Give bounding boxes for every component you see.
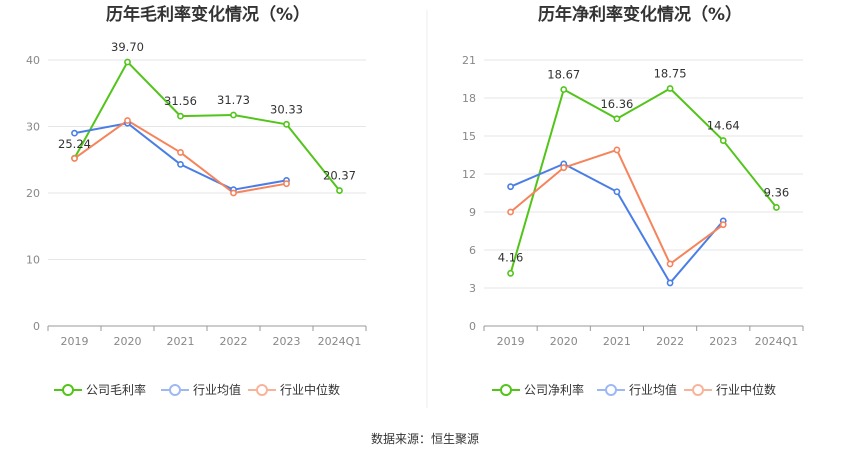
chart-title: 历年净利率变化情况（%） xyxy=(538,4,742,25)
legend-label: 行业均值 xyxy=(193,382,241,397)
x-tick-label: 2020 xyxy=(114,335,142,348)
x-tick-label: 2023 xyxy=(709,335,737,348)
y-tick-label: 21 xyxy=(462,54,476,67)
data-point xyxy=(613,188,621,196)
y-tick-label: 12 xyxy=(462,168,476,181)
series-line-industry-mean xyxy=(74,122,287,191)
series-line-company xyxy=(509,87,778,274)
legend-label: 行业均值 xyxy=(629,382,677,397)
data-point xyxy=(71,129,78,137)
gross-margin-chart: 历年毛利率变化情况（%） 0 10 20 30 40 2019 2020 2021 2022 202… xyxy=(26,4,367,397)
y-tick-label: 30 xyxy=(26,121,40,134)
legend-label: 公司净利率 xyxy=(524,382,584,397)
legend-marker xyxy=(62,384,74,396)
y-tick-label: 9 xyxy=(469,206,476,219)
x-tick-label: 2019 xyxy=(497,335,525,348)
x-tick-label: 2021 xyxy=(167,335,195,348)
data-point xyxy=(177,112,184,120)
data-label: 31.56 xyxy=(164,94,197,108)
data-point xyxy=(773,204,780,211)
x-tick-label: 2019 xyxy=(61,335,89,348)
y-tick-label: 18 xyxy=(462,92,476,105)
series-line-industry-mean xyxy=(510,162,725,284)
data-point xyxy=(230,111,237,119)
data-point xyxy=(177,149,184,156)
data-point xyxy=(719,221,727,229)
legend-marker xyxy=(256,384,268,396)
x-tick-label: 2024Q1 xyxy=(318,335,362,348)
data-point xyxy=(230,189,237,197)
data-point xyxy=(124,58,131,66)
legend-marker xyxy=(169,384,181,396)
data-point xyxy=(71,155,78,162)
y-tick-label: 15 xyxy=(462,130,476,143)
y-tick-label: 40 xyxy=(26,54,40,67)
data-point xyxy=(507,269,514,277)
series-line-industry-median xyxy=(73,119,287,194)
legend-label: 公司毛利率 xyxy=(86,382,146,397)
data-point xyxy=(507,183,514,191)
data-label: 20.37 xyxy=(323,169,356,183)
x-tick-label: 2022 xyxy=(220,335,248,348)
data-label: 30.33 xyxy=(270,102,303,116)
data-point xyxy=(613,146,621,154)
y-tick-label: 10 xyxy=(26,254,40,267)
y-tick-label: 3 xyxy=(469,282,476,295)
data-source-note: 数据来源：恒生聚源 xyxy=(371,431,479,446)
data-point xyxy=(507,208,514,216)
data-point xyxy=(666,279,674,287)
data-point xyxy=(177,161,184,168)
x-tick-label: 2020 xyxy=(550,335,578,348)
x-tick-label: 2024Q1 xyxy=(755,335,799,348)
data-point xyxy=(613,115,621,123)
data-point xyxy=(560,164,568,172)
data-point xyxy=(283,120,290,128)
y-tick-label: 0 xyxy=(469,320,476,333)
data-point xyxy=(336,187,343,194)
data-label: 18.67 xyxy=(547,68,580,82)
legend-marker xyxy=(692,384,704,396)
net-margin-chart: 历年净利率变化情况（%） 0 3 6 9 12 15 18 21 2019 2020 2021 2022… xyxy=(462,4,804,397)
x-tick-label: 2021 xyxy=(603,335,631,348)
legend-marker xyxy=(605,384,617,396)
data-point xyxy=(560,86,568,93)
legend-marker xyxy=(500,384,512,396)
x-tick-label: 2023 xyxy=(273,335,301,348)
data-point xyxy=(283,180,290,188)
data-label: 18.75 xyxy=(654,67,687,81)
series-line-company xyxy=(73,60,341,192)
data-label: 31.73 xyxy=(217,93,250,107)
data-label: 14.64 xyxy=(707,119,740,133)
series-line-industry-median xyxy=(509,148,724,265)
y-tick-label: 6 xyxy=(469,244,476,257)
legend-label: 行业中位数 xyxy=(280,382,340,397)
data-point xyxy=(666,260,674,268)
data-point xyxy=(124,117,131,124)
y-tick-label: 0 xyxy=(33,320,40,333)
y-tick-label: 20 xyxy=(26,187,40,200)
data-label: 16.36 xyxy=(600,97,633,111)
data-point xyxy=(666,85,674,92)
chart-title: 历年毛利率变化情况（%） xyxy=(106,4,310,25)
legend-label: 行业中位数 xyxy=(716,382,776,397)
data-label: 25.24 xyxy=(58,137,91,151)
data-label: 39.70 xyxy=(111,40,144,54)
x-tick-label: 2022 xyxy=(656,335,684,348)
data-label: 4.16 xyxy=(498,250,524,264)
data-point xyxy=(719,137,727,144)
data-label: 9.36 xyxy=(764,185,790,199)
